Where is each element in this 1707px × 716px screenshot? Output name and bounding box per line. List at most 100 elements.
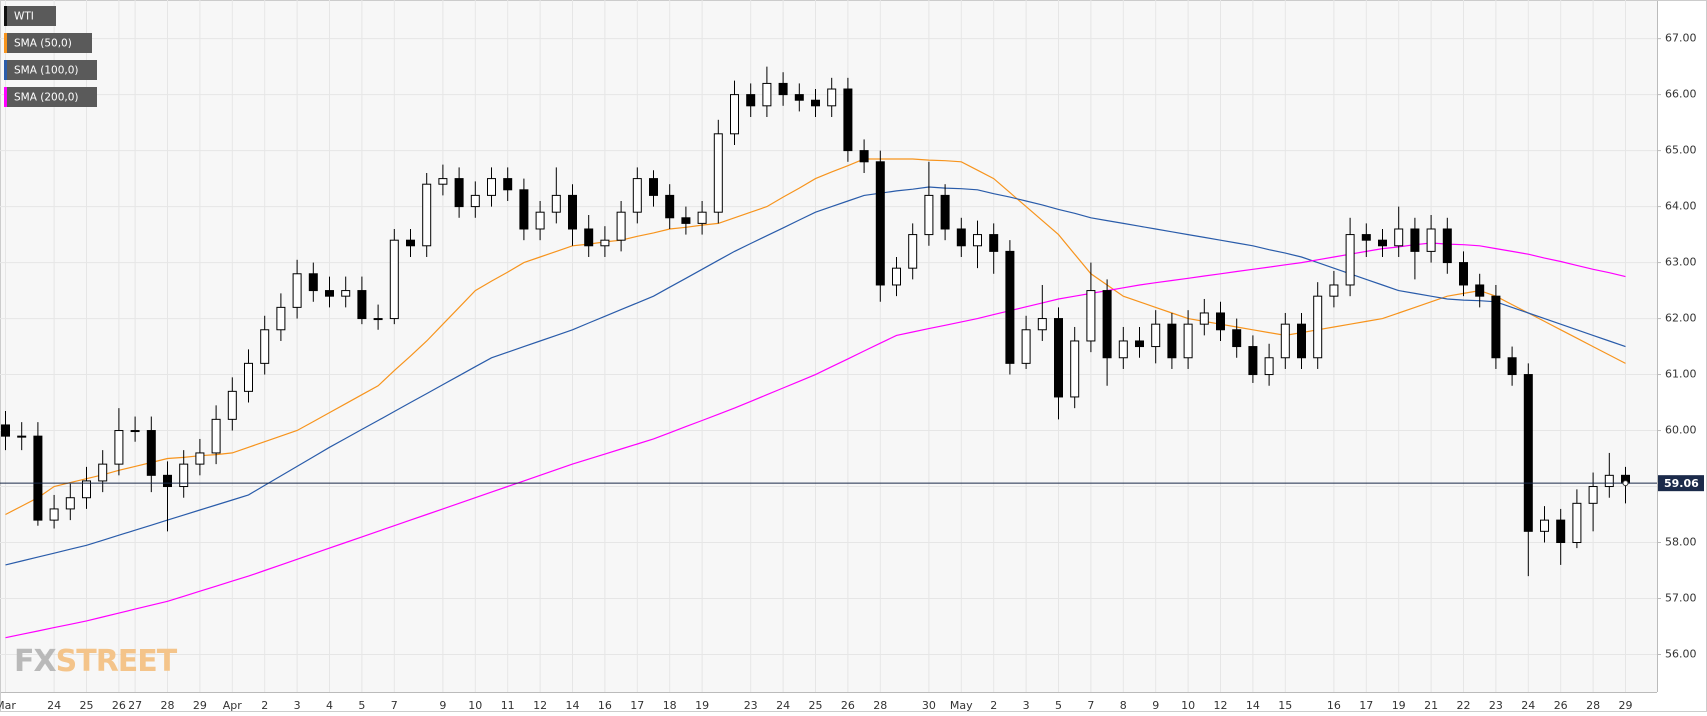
candle-body [681, 217, 691, 224]
y-tick-label: 56.00 [1665, 647, 1697, 660]
candle-body [730, 94, 739, 135]
x-tick-label: 16 [1327, 699, 1341, 712]
candle-body [33, 435, 43, 521]
x-tick-label: 28 [161, 699, 175, 712]
candle-body [470, 194, 480, 208]
candle-body [940, 194, 950, 230]
x-tick-label: 11 [501, 699, 515, 712]
candle-body [1183, 323, 1193, 359]
candle-body [65, 497, 75, 510]
candle-body [1507, 357, 1517, 376]
x-tick-label: 29 [1619, 699, 1633, 712]
x-tick-label: 2 [990, 699, 997, 712]
candle-body [843, 88, 853, 152]
candle-body [632, 178, 642, 213]
legend-box [4, 87, 97, 107]
candle-body [1151, 323, 1161, 348]
marks: 59.06 [0, 66, 1704, 639]
candle-body [1280, 323, 1290, 359]
candle-body [422, 183, 432, 247]
candle-body [1345, 234, 1355, 286]
candle-body [1297, 323, 1306, 359]
candle-body [600, 239, 610, 247]
candle-body [244, 362, 253, 392]
last-price-tag [1658, 475, 1704, 492]
candle-body [762, 82, 772, 107]
candle-body [519, 189, 529, 230]
x-tick-label: 14 [1246, 699, 1260, 712]
x-tick-label: Apr [223, 699, 243, 712]
y-tick-label: 62.00 [1665, 312, 1697, 325]
legend-label: SMA (50,0) [14, 38, 72, 50]
candle-body [827, 88, 837, 107]
candle-body [1264, 357, 1274, 376]
x-tick-label: 2 [261, 699, 268, 712]
candle-body [1442, 228, 1452, 264]
x-tick-label: 5 [1055, 699, 1062, 712]
watermark-fx: FX [14, 644, 56, 679]
candle-body [811, 99, 820, 107]
candle-body [649, 178, 658, 196]
y-tick-label: 58.00 [1665, 536, 1697, 549]
candle-body [1021, 329, 1031, 364]
candle-body [1070, 340, 1080, 398]
x-tick-label: 23 [1489, 699, 1503, 712]
sma-line [5, 186, 1626, 566]
x-tick-label: 24 [1521, 699, 1535, 712]
x-tick-label: 15 [1278, 699, 1292, 712]
candle-body [535, 211, 545, 230]
last-price-label: 59.06 [1664, 477, 1699, 490]
candle-body [697, 211, 707, 224]
candle-body [438, 178, 448, 185]
candle-body [308, 273, 318, 292]
candle-body [956, 228, 966, 247]
candle-body [924, 194, 934, 236]
x-tick-label: 10 [468, 699, 482, 712]
candle-body [1005, 250, 1015, 364]
candle-body [1118, 340, 1128, 359]
x-tick-label: 26 [112, 699, 126, 712]
candle-body [227, 390, 237, 420]
x-tick-label: 12 [533, 699, 547, 712]
legend-swatch [4, 87, 7, 107]
candle-body [195, 452, 205, 465]
x-tick-label: 12 [1214, 699, 1228, 712]
legend-box [4, 6, 56, 26]
x-tick-label: 29 [193, 699, 207, 712]
candle-body [1540, 519, 1549, 532]
candle-body [1216, 312, 1225, 331]
candle-body [130, 430, 140, 433]
candle-body [406, 239, 415, 247]
candle-body [389, 239, 399, 320]
x-tick-label: 4 [326, 699, 333, 712]
candle-body [1394, 228, 1404, 247]
candle-body [778, 82, 788, 96]
y-tick-label: 64.00 [1665, 200, 1697, 213]
x-tick-label: 24 [47, 699, 61, 712]
x-tick-label: 16 [598, 699, 612, 712]
candle-body [373, 318, 383, 321]
x-tick-label: 30 [922, 699, 936, 712]
candle-body [1086, 290, 1096, 342]
candle-body [1604, 474, 1614, 488]
x-tick-label: 5 [358, 699, 365, 712]
candle-body [746, 94, 756, 107]
candle-body [454, 178, 464, 208]
legend-box [4, 33, 92, 53]
x-tick-label: 7 [391, 699, 398, 712]
legend-swatch [4, 6, 7, 26]
candle-body [487, 178, 496, 196]
sma-line [5, 158, 1626, 516]
x-tick-label: 3 [1023, 699, 1030, 712]
candle-body [1199, 312, 1209, 325]
candle-body [114, 430, 124, 465]
y-tick-label: 66.00 [1665, 88, 1697, 101]
candle-body [568, 194, 577, 230]
candle-body [503, 178, 513, 191]
candle-body [1037, 318, 1047, 331]
candle-body [892, 267, 901, 286]
legend-box [4, 60, 97, 80]
candle-body [908, 234, 918, 269]
candle-body [875, 161, 885, 286]
